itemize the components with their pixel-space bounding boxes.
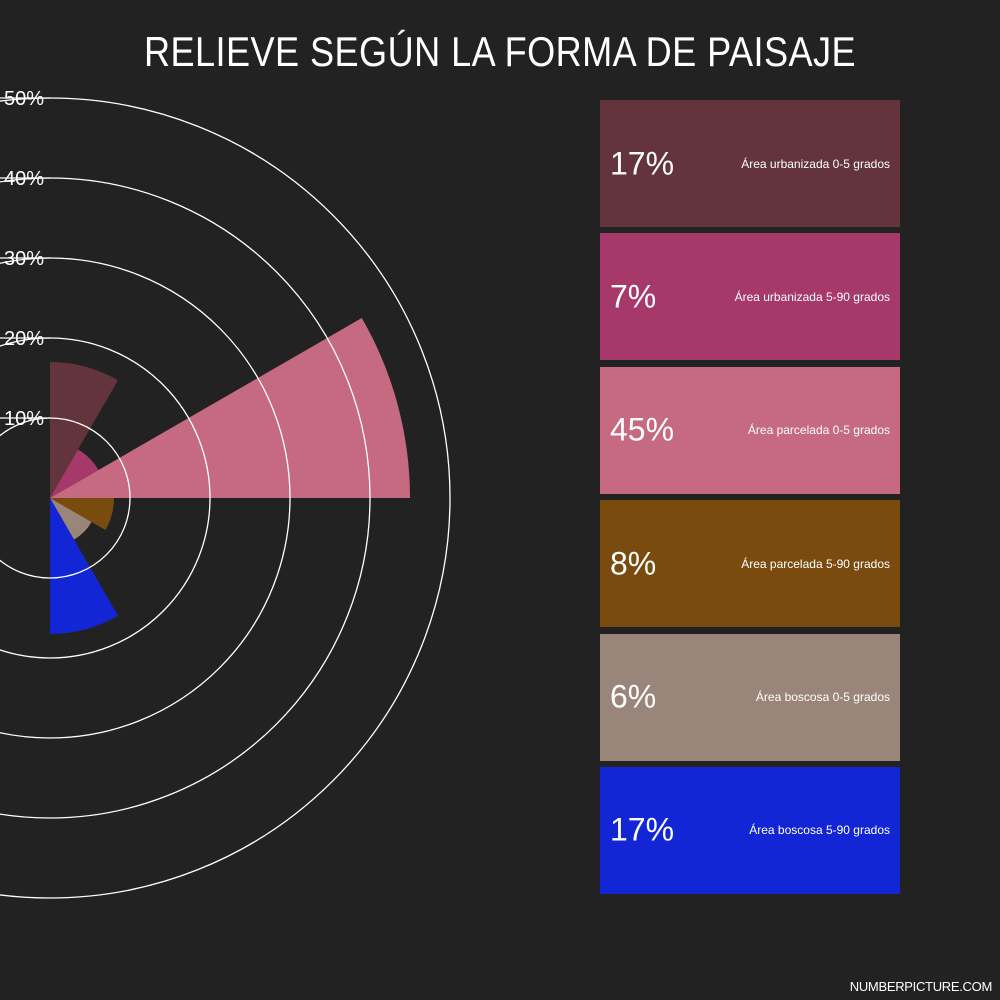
legend-label-4: Área parcelada 5-90 grados [741, 556, 890, 571]
tick-label-10: 10% [4, 408, 44, 430]
chart-title: RELIEVE SEGÚN LA FORMA DE PAISAJE [143, 28, 857, 75]
legend-value-5: 6% [610, 678, 657, 715]
legend-label-2: Área urbanizada 5-90 grados [734, 289, 890, 304]
tick-label-40: 40% [4, 168, 44, 190]
slice-5 [50, 498, 92, 540]
slice-1 [50, 362, 118, 498]
tick-label-20: 20% [4, 328, 44, 350]
legend-value-2: 7% [610, 278, 657, 315]
legend-item-6: 17% Área boscosa 5-90 grados [600, 766, 900, 894]
tick-label-30: 30% [4, 248, 44, 270]
polar-area-chart: 10% 20% 30% 40% 50% [0, 88, 451, 899]
legend-value-4: 8% [610, 545, 657, 582]
tick-labels-group: 10% 20% 30% 40% 50% [4, 88, 44, 430]
slice-6 [50, 498, 118, 634]
slice-4 [50, 498, 114, 530]
legend-item-3: 45% Área parcelada 0-5 grados [600, 366, 900, 494]
legend-label-1: Área urbanizada 0-5 grados [741, 156, 890, 171]
slice-3 [50, 318, 410, 498]
legend-label-3: Área parcelada 0-5 grados [747, 423, 890, 438]
tick-label-50: 50% [4, 88, 44, 110]
legend-value-3: 45% [610, 411, 675, 448]
legend-item-4: 8% Área parcelada 5-90 grados [600, 500, 900, 628]
legend-label-6: Área boscosa 5-90 grados [749, 823, 890, 838]
slice-2 [50, 449, 99, 498]
legend-value-6: 17% [610, 811, 675, 848]
legend: 17% Área urbanizada 0-5 grados 7% Área urba… [600, 100, 900, 900]
legend-label-5: Área boscosa 0-5 grados [755, 690, 890, 705]
legend-item-1: 17% Área urbanizada 0-5 grados [600, 100, 900, 227]
watermark-text: NUMBERPICTURE.COM [849, 979, 993, 994]
legend-item-5: 6% Área boscosa 0-5 grados [600, 633, 900, 761]
slices-group [50, 318, 410, 634]
grid-rings-group [0, 97, 451, 899]
legend-item-2: 7% Área urbanizada 5-90 grados [600, 233, 900, 361]
legend-value-1: 17% [610, 145, 675, 181]
